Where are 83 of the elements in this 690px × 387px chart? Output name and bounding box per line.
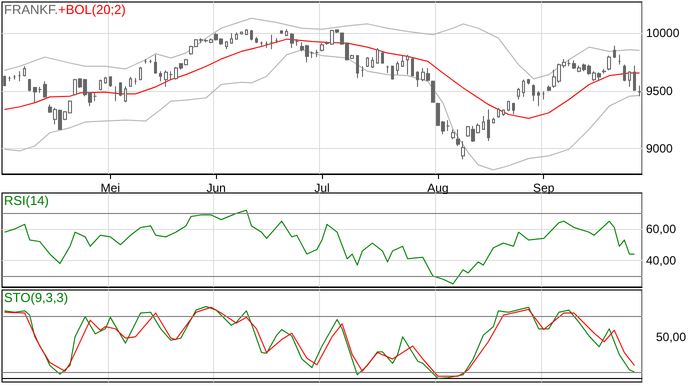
candlestick (99, 79, 102, 91)
line-series (4, 210, 635, 284)
candlestick (119, 82, 122, 97)
candlestick (18, 70, 21, 82)
candlestick (391, 65, 394, 80)
candlestick (492, 117, 495, 124)
candlestick (381, 50, 384, 64)
candlestick (154, 54, 157, 74)
text: 50,00 (656, 330, 686, 344)
candlestick (245, 28, 248, 36)
x-tick-label: Jun (206, 181, 226, 195)
candlestick (532, 84, 535, 102)
candlestick (497, 107, 500, 118)
y-tick-label: 10000 (646, 26, 680, 40)
candlestick (638, 85, 641, 97)
candlestick (431, 80, 435, 104)
candlestick (507, 100, 510, 112)
candlestick (396, 60, 399, 76)
candlestick (285, 28, 288, 36)
candlestick (139, 66, 142, 81)
candlestick (3, 75, 6, 87)
candlestick (280, 30, 283, 34)
candlestick (28, 78, 31, 92)
candlestick (522, 79, 525, 98)
y-tick-label: 9000 (646, 142, 674, 156)
candlestick (366, 56, 369, 68)
candlestick (517, 87, 520, 100)
candlestick (134, 77, 137, 86)
candlestick (618, 54, 621, 66)
candlestick (23, 66, 26, 77)
candlestick (124, 86, 127, 103)
candlestick (527, 78, 530, 86)
candlestick (401, 55, 404, 68)
candlestick (461, 140, 465, 160)
candlestick (159, 70, 162, 82)
candlestick (230, 32, 233, 44)
x-tick-label: Jul (314, 181, 330, 195)
y-tick-label: 9500 (646, 84, 674, 98)
candlestick (416, 70, 419, 88)
candlestick (537, 90, 540, 107)
candlestick (376, 48, 379, 64)
candlestick (265, 40, 268, 49)
candlestick (320, 42, 324, 52)
candlestick (406, 54, 409, 76)
candlestick (613, 45, 616, 58)
candlestick (250, 29, 253, 41)
chart-title: STO(9,3,3) (4, 290, 68, 305)
candlestick (240, 31, 243, 35)
candlestick (633, 65, 636, 91)
candlestick (482, 116, 485, 131)
candlestick (628, 70, 631, 88)
candlestick (623, 64, 626, 82)
candlestick (602, 68, 606, 74)
text: +BOL(20;2) (58, 2, 126, 17)
candlestick (411, 57, 414, 77)
candlestick (371, 56, 374, 69)
candlestick (104, 76, 107, 84)
candlestick (129, 76, 132, 88)
line-series (4, 38, 640, 119)
candlestick (270, 34, 273, 50)
candlestick (356, 54, 359, 78)
line-series (4, 18, 640, 80)
x-tick-label: Mei (100, 181, 120, 195)
candlestick (315, 49, 319, 58)
candlestick (109, 76, 112, 88)
candlestick (502, 108, 505, 117)
candlestick (607, 55, 611, 71)
y-tick-label: 60,00 (646, 222, 676, 236)
candlestick (487, 108, 490, 142)
chart-title: FRANKF. (4, 2, 58, 17)
y-tick-label: 40,00 (646, 253, 676, 268)
candlestick (235, 32, 238, 40)
candlestick (225, 40, 228, 50)
candlestick (456, 128, 460, 146)
candlestick (512, 102, 515, 115)
candlestick (361, 66, 364, 78)
line-series (4, 49, 640, 170)
candlestick (255, 36, 258, 44)
candlestick (114, 86, 117, 102)
candlestick (542, 90, 545, 100)
chart-title: RSI(14) (4, 193, 49, 208)
candlestick (386, 65, 389, 74)
candlestick (451, 128, 455, 140)
